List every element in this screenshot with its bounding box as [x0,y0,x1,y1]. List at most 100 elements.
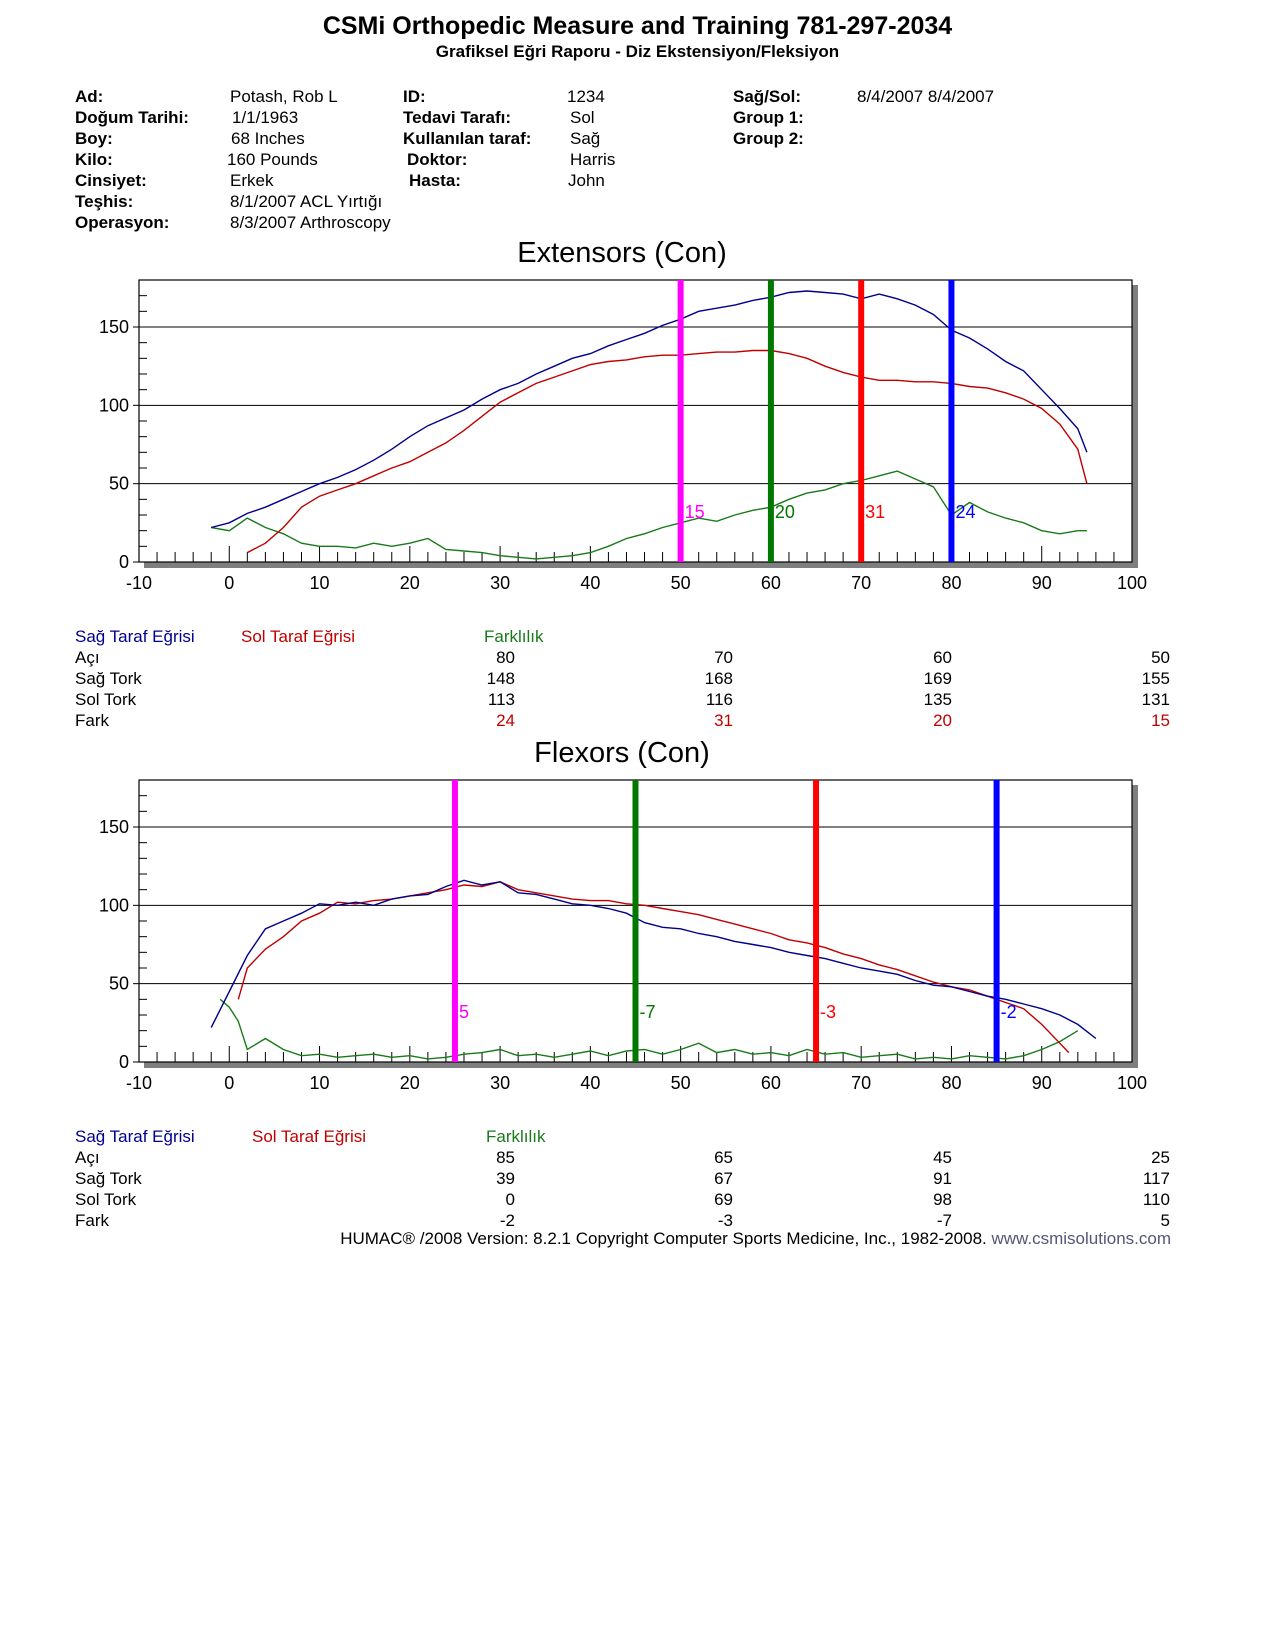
cell: -2 [499,1211,515,1230]
cell: 91 [933,1169,952,1188]
cell: 0 [505,1190,515,1209]
x-tick-label: 40 [580,1073,600,1093]
label-teshis: Teşhis: [75,192,134,211]
legend-left: Sol Taraf Eğrisi [241,627,356,646]
cell: 135 [923,690,952,709]
marker-label: -3 [820,1002,836,1022]
y-tick-label: 0 [119,552,129,572]
label-operasyon: Operasyon: [75,213,170,232]
value-id: 1234 [567,87,605,106]
legend-diff: Farklılık [486,1127,546,1146]
x-tick-label: 20 [400,1073,420,1093]
table-row: Sol Tork 113 116 135 131 [75,690,1175,711]
table-row: Açı 80 70 60 50 [75,648,1175,669]
table-row: Sağ Tork 148 168 169 155 [75,669,1175,690]
marker-label: 31 [865,502,885,522]
marker-label: -7 [640,1002,656,1022]
cell: 85 [496,1148,515,1167]
row-label: Fark [75,711,109,730]
footer: HUMAC® /2008 Version: 8.2.1 Copyright Co… [340,1229,1171,1249]
table-row: Açı 85 65 45 25 [75,1148,1175,1169]
cell: 69 [714,1190,733,1209]
footer-url[interactable]: www.csmisolutions.com [991,1229,1172,1248]
cell: 20 [933,711,952,730]
x-tick-label: 10 [310,1073,330,1093]
row-label: Sağ Tork [75,669,142,688]
value-kullanilan-taraf: Sağ [570,129,601,148]
legend-row: Sağ Taraf Eğrisi Sol Taraf Eğrisi Farklı… [75,1127,1175,1148]
x-tick-label: -10 [126,1073,152,1093]
cell: 169 [923,669,952,688]
chart-title: Flexors (Con) [534,737,710,769]
legend-right: Sağ Taraf Eğrisi [75,627,195,646]
marker-label: -2 [1001,1002,1017,1022]
plot-shadow-right [1132,785,1138,1068]
x-tick-label: 20 [400,573,420,593]
x-tick-label: 30 [490,573,510,593]
report-subtitle: Grafiksel Eğri Raporu - Diz Ekstensiyon/… [435,42,840,61]
plot-shadow-bottom [144,1062,1138,1068]
x-tick-label: 70 [851,573,871,593]
x-tick-label: 100 [1117,573,1147,593]
plot-shadow-right [1132,285,1138,568]
cell: 39 [496,1169,515,1188]
cell: 80 [496,648,515,667]
cell: 148 [486,669,515,688]
x-tick-label: 100 [1117,1073,1147,1093]
cell: 5 [1160,1211,1170,1230]
cell: -7 [936,1211,952,1230]
label-tedavi-tarafi: Tedavi Tarafı: [403,108,512,127]
value-teshis: 8/1/2007 ACL Yırtığı [230,192,383,211]
x-tick-label: 40 [580,573,600,593]
cell: 50 [1151,648,1170,667]
row-label: Fark [75,1211,109,1230]
x-tick-label: 90 [1032,1073,1052,1093]
x-tick-label: 60 [761,1073,781,1093]
x-tick-label: 0 [224,573,234,593]
value-operasyon: 8/3/2007 Arthroscopy [230,213,391,232]
label-dogum-tarihi: Doğum Tarihi: [75,108,189,127]
marker-label: 5 [459,1002,469,1022]
label-kilo: Kilo: [75,150,113,169]
cell: 131 [1141,690,1170,709]
x-tick-label: 50 [671,573,691,593]
cell: 45 [933,1148,952,1167]
cell: 98 [933,1190,952,1209]
value-hasta: John [568,171,605,190]
marker-label: 24 [955,502,975,522]
cell: 67 [714,1169,733,1188]
cell: 70 [714,648,733,667]
value-boy: 68 Inches [231,129,305,148]
cell: 60 [933,648,952,667]
row-label: Açı [75,648,100,667]
series-right-line [210,879,1097,1040]
value-doktor: Harris [570,150,616,169]
y-tick-label: 100 [99,395,129,415]
label-hasta: Hasta: [409,171,461,190]
table-row: Fark -2 -3 -7 5 [75,1211,1175,1232]
cell: 117 [1142,1169,1170,1188]
row-label: Açı [75,1148,100,1167]
series-left-line [237,881,1070,1054]
table-row: Sol Tork 0 69 98 110 [75,1190,1175,1211]
legend-diff: Farklılık [484,627,544,646]
cell: 15 [1151,711,1170,730]
label-sag-sol: Sağ/Sol: [733,87,802,106]
cell: 24 [496,711,515,730]
legend-right: Sağ Taraf Eğrisi [75,1127,195,1146]
y-tick-label: 100 [99,895,129,915]
row-label: Sol Tork [75,690,137,709]
table-row: Fark 24 31 20 15 [75,711,1175,732]
legend-left: Sol Taraf Eğrisi [252,1127,367,1146]
label-kullanilan-taraf: Kullanılan taraf: [403,129,532,148]
x-tick-label: 90 [1032,573,1052,593]
value-kilo: 160 Pounds [227,150,318,169]
x-tick-label: -10 [126,573,152,593]
cell: -3 [717,1211,733,1230]
y-tick-label: 0 [119,1052,129,1072]
x-tick-label: 80 [941,573,961,593]
value-sag-sol: 8/4/2007 8/4/2007 [857,87,995,106]
plot-frame [138,279,1133,563]
series-left-line [246,349,1088,554]
